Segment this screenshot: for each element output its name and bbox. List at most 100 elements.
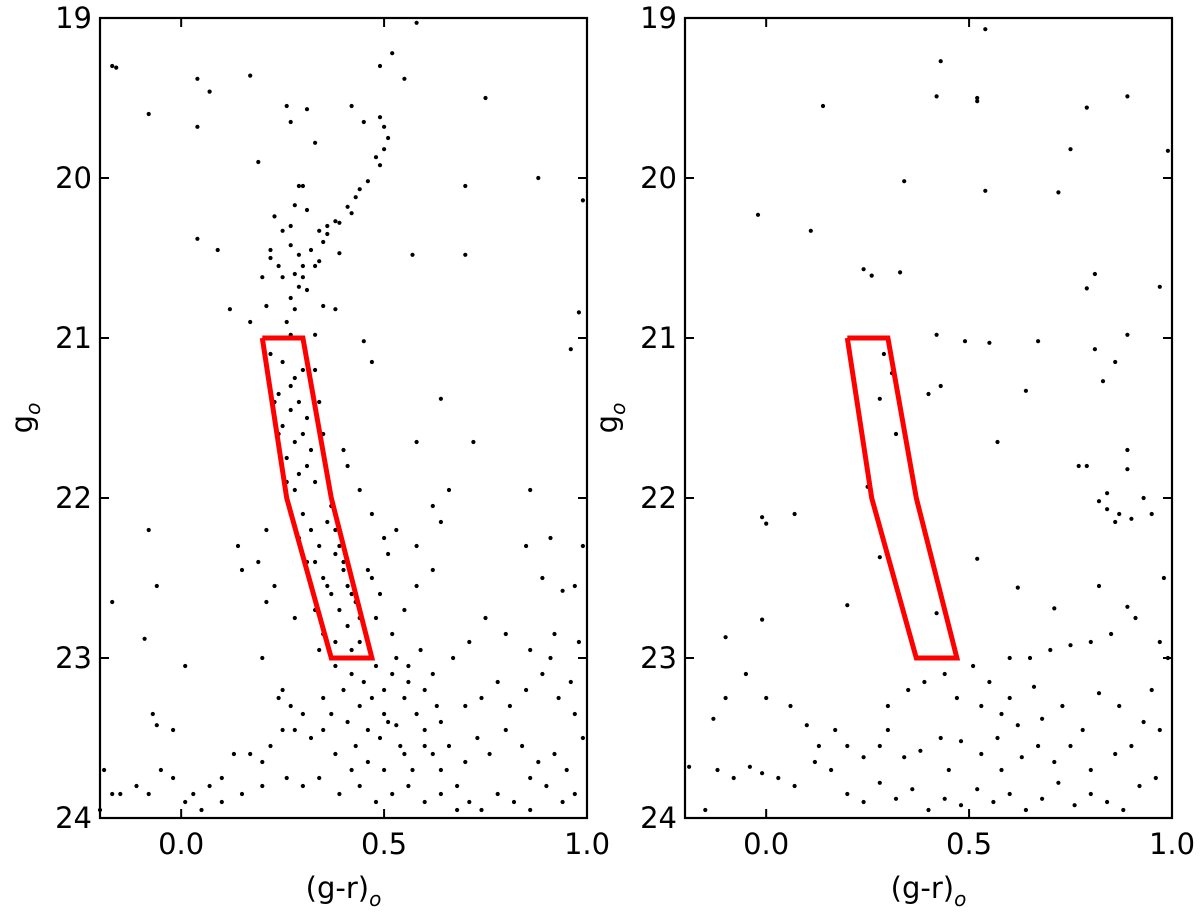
data-point — [333, 307, 338, 312]
data-point — [983, 27, 988, 32]
data-point — [580, 543, 586, 549]
data-point — [422, 727, 427, 733]
data-point — [958, 803, 964, 808]
data-point — [300, 711, 305, 717]
data-point — [349, 211, 354, 216]
y-tick-label: 23 — [640, 641, 677, 675]
data-point — [902, 179, 907, 184]
data-point — [524, 543, 529, 549]
data-point — [1125, 332, 1130, 337]
data-point — [325, 231, 330, 237]
data-point — [308, 247, 314, 253]
data-point — [422, 799, 427, 805]
data-point — [926, 807, 931, 813]
data-point — [171, 775, 176, 781]
data-point — [102, 767, 107, 773]
data-point — [438, 767, 443, 773]
data-point — [239, 567, 245, 573]
data-point — [195, 76, 200, 81]
data-point — [580, 735, 586, 741]
y-tick-label: 24 — [640, 801, 677, 835]
data-point — [414, 583, 419, 589]
data-point — [260, 275, 265, 280]
data-point — [430, 503, 435, 509]
y-tick-label: 20 — [55, 161, 92, 195]
data-point — [1125, 94, 1130, 99]
data-point — [390, 51, 395, 56]
data-point — [361, 119, 366, 125]
data-point — [313, 263, 318, 269]
data-point — [341, 559, 346, 565]
data-point — [171, 727, 176, 733]
data-point — [288, 703, 293, 709]
data-point — [154, 583, 159, 589]
data-point — [300, 783, 305, 789]
data-point — [572, 583, 577, 589]
data-point — [1072, 803, 1077, 808]
data-point — [110, 63, 115, 69]
data-point — [300, 275, 305, 280]
data-point — [723, 635, 728, 640]
data-point — [321, 695, 326, 701]
data-point — [975, 95, 980, 101]
data-point — [1149, 511, 1154, 517]
data-point — [1088, 767, 1093, 773]
data-point — [292, 615, 297, 621]
data-point — [333, 551, 338, 557]
data-point — [479, 695, 484, 701]
data-point — [1129, 743, 1134, 749]
data-point — [280, 275, 285, 280]
x-tick-label: 0.0 — [743, 827, 789, 861]
data-point — [296, 252, 301, 257]
data-point — [893, 431, 899, 437]
axes-frame — [683, 16, 1174, 820]
data-point — [580, 198, 586, 203]
data-point — [861, 799, 866, 805]
data-point — [321, 239, 326, 245]
data-point — [345, 719, 350, 725]
data-point — [991, 799, 996, 805]
data-point — [1113, 519, 1118, 525]
data-point — [760, 617, 765, 622]
data-point — [829, 767, 834, 773]
data-point — [308, 527, 314, 533]
data-point — [438, 719, 443, 725]
data-point — [231, 751, 236, 757]
data-point — [540, 671, 545, 677]
data-point — [975, 787, 980, 792]
data-point — [869, 273, 874, 278]
data-point — [317, 228, 322, 233]
data-point — [1068, 147, 1073, 152]
data-point — [788, 703, 793, 709]
data-point — [195, 236, 200, 241]
data-point — [845, 743, 850, 749]
data-point — [1048, 647, 1053, 653]
data-point — [272, 214, 277, 219]
data-point — [820, 103, 826, 109]
y-tick-label: 21 — [640, 321, 677, 355]
data-point — [304, 463, 310, 469]
data-point — [1007, 791, 1012, 797]
data-point — [410, 767, 415, 773]
data-point — [292, 487, 297, 493]
data-point — [760, 515, 765, 520]
data-point — [1125, 447, 1130, 453]
data-point — [313, 367, 318, 373]
data-point — [288, 407, 293, 413]
data-point — [906, 687, 911, 693]
data-point — [199, 807, 204, 813]
data-point — [995, 735, 1000, 741]
data-point — [1052, 606, 1057, 611]
data-point — [410, 252, 415, 257]
selection-box — [844, 335, 961, 661]
data-point — [256, 159, 261, 165]
data-point — [321, 727, 326, 733]
data-point — [548, 655, 553, 661]
data-point — [1149, 687, 1154, 693]
data-point — [942, 671, 947, 677]
data-point — [235, 543, 241, 549]
data-point — [1157, 727, 1162, 733]
data-point — [304, 107, 310, 112]
data-point — [877, 743, 882, 749]
data-point — [938, 383, 943, 389]
